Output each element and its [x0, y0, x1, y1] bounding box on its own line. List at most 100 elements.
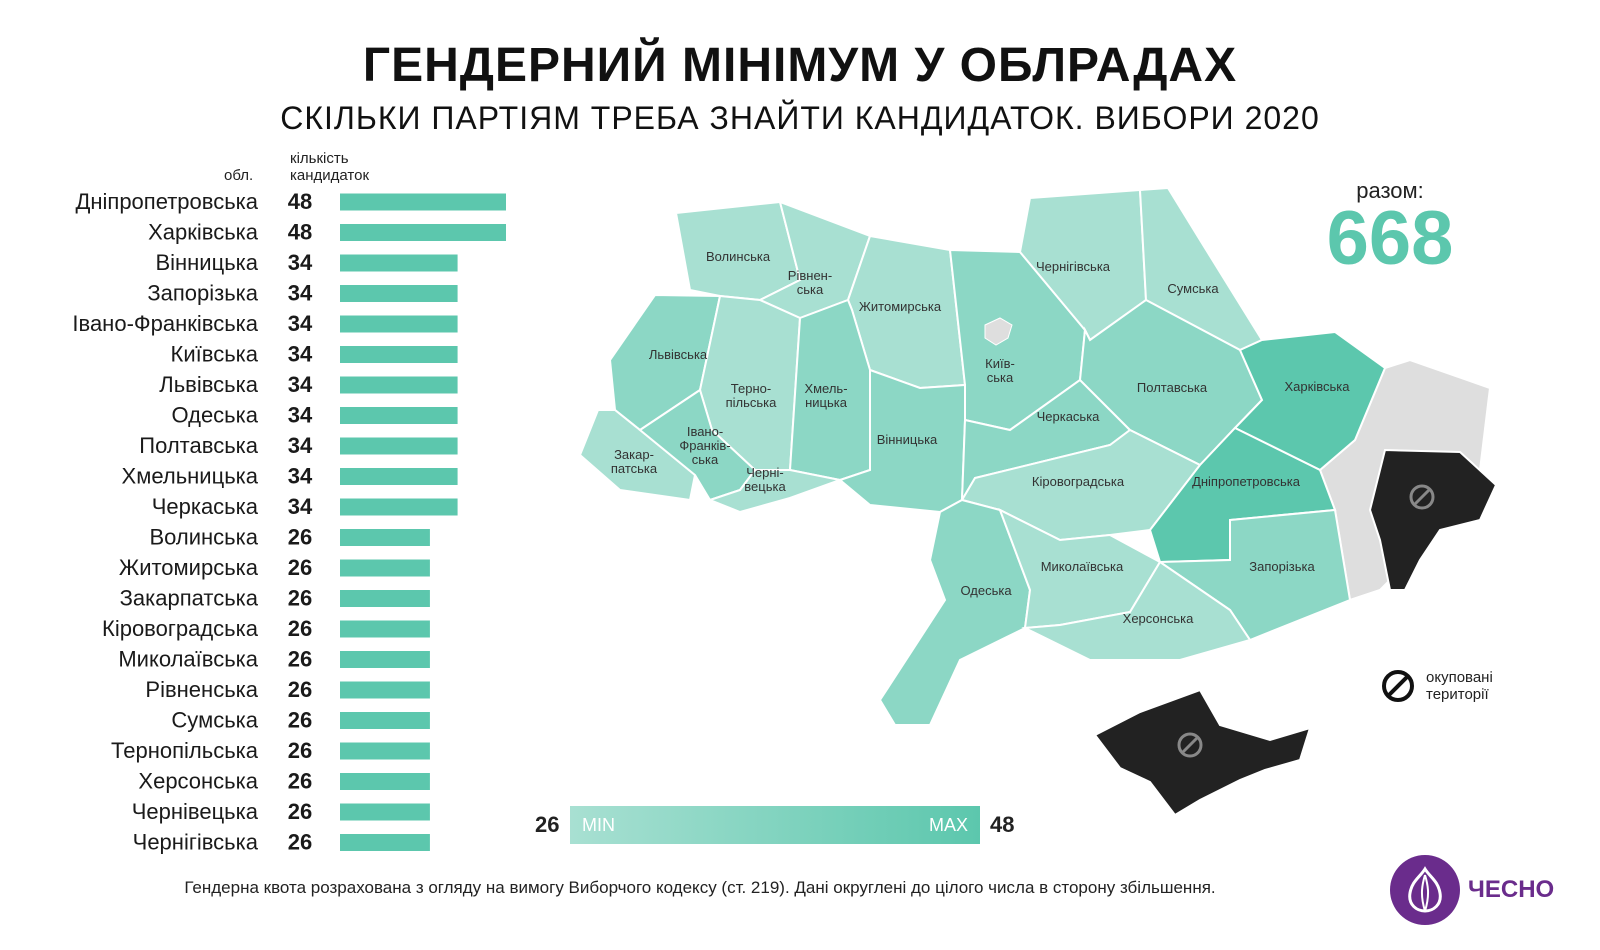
chesno-logo: ЧЕСНО: [1390, 855, 1554, 925]
region-label: Київ-ська: [985, 356, 1015, 385]
value-label: 34: [288, 403, 313, 428]
bar: [340, 407, 458, 424]
scale-max-label: MAX: [928, 815, 968, 835]
column-header-count: кількість кандидаток: [290, 150, 370, 184]
category-label: Чернігівська: [133, 830, 259, 855]
logo-text: ЧЕСНО: [1468, 876, 1555, 903]
logo-garlic-icon: [1390, 855, 1460, 925]
value-label: 26: [288, 799, 312, 824]
scale-min-label: MIN: [582, 815, 615, 835]
value-label: 48: [288, 189, 312, 214]
category-label: Миколаївська: [118, 647, 258, 672]
category-label: Одеська: [171, 403, 258, 428]
bar: [340, 590, 430, 607]
category-label: Полтавська: [139, 433, 258, 458]
category-label: Закарпатська: [120, 586, 259, 611]
value-label: 26: [288, 525, 312, 550]
occupied-legend: окуповані території: [1380, 668, 1493, 704]
bar: [340, 803, 430, 821]
chart-title: ГЕНДЕРНИЙ МІНІМУМ У ОБЛРАДАХ: [362, 39, 1238, 92]
total-value: 668: [1326, 196, 1454, 281]
category-label: Хмельницька: [122, 464, 259, 489]
category-label: Черкаська: [152, 494, 259, 519]
category-label: Волинська: [149, 525, 258, 550]
value-label: 34: [288, 372, 313, 397]
region-chernivetska: [707, 469, 844, 514]
color-scale: MIN MAX: [570, 806, 980, 844]
occupied-crimea: [1093, 688, 1312, 817]
region-label: Одеська: [960, 583, 1012, 598]
category-label: Запорізька: [147, 281, 258, 306]
region-label: Черні-вецька: [744, 465, 786, 494]
region-label: Рівнен-ська: [788, 268, 832, 297]
bar-chart: Дніпропетровська 48 Харківська 48 Вінницька 3…: [72, 189, 506, 855]
category-label: Івано-Франківська: [72, 311, 258, 336]
value-label: 34: [288, 342, 313, 367]
value-label: 26: [288, 586, 312, 611]
category-label: Херсонська: [138, 769, 258, 794]
category-label: Дніпропетровська: [75, 189, 258, 214]
bar: [340, 559, 430, 577]
scale-max-value: 48: [990, 812, 1015, 837]
region-label: Житомирська: [859, 299, 942, 314]
bar: [340, 285, 458, 302]
value-label: 34: [288, 250, 313, 275]
region-label: Харківська: [1285, 379, 1351, 394]
bar: [340, 681, 430, 699]
value-label: 34: [288, 494, 313, 519]
value-label: 26: [288, 738, 312, 763]
occupied-donbas: [1368, 448, 1498, 591]
bar: [340, 773, 430, 790]
category-label: Кіровоградська: [102, 616, 259, 641]
region-label: Волинська: [706, 249, 771, 264]
region-kharkivska: [1233, 330, 1387, 472]
region-odeska: [878, 498, 1032, 726]
bar: [340, 315, 458, 333]
region-label: Кіровоградська: [1032, 474, 1125, 489]
bar: [340, 742, 430, 760]
bar: [340, 376, 458, 394]
column-header-oblast: обл.: [224, 167, 254, 184]
region-label: Вінницька: [877, 432, 938, 447]
bar: [340, 498, 458, 516]
bar: [340, 712, 430, 729]
value-label: 48: [288, 220, 312, 245]
bar: [340, 468, 458, 485]
region-label: Черкаська: [1037, 409, 1101, 424]
region-zakarpatska: [578, 409, 697, 502]
bar: [340, 346, 458, 363]
bar: [340, 193, 506, 211]
category-label: Чернівецька: [132, 799, 259, 824]
region-label: Полтавська: [1137, 380, 1208, 395]
region-khersonska: [1021, 560, 1252, 661]
bar: [340, 529, 430, 546]
region-label: Хмель-ницька: [804, 381, 847, 410]
category-label: Київська: [171, 342, 259, 367]
category-label: Житомирська: [119, 555, 259, 580]
occupied-legend-label: окуповані території: [1426, 669, 1493, 703]
value-label: 26: [288, 555, 312, 580]
category-label: Рівненська: [145, 677, 258, 702]
value-label: 26: [288, 708, 312, 733]
value-label: 26: [288, 616, 312, 641]
region-label: Львівська: [649, 347, 708, 362]
value-label: 34: [288, 311, 313, 336]
region-label: Сумська: [1167, 281, 1219, 296]
region-label: Запорізька: [1249, 559, 1315, 574]
region-label: Чернігівська: [1036, 259, 1111, 274]
region-label: Миколаївська: [1041, 559, 1124, 574]
value-label: 26: [288, 647, 312, 672]
map-regions: [578, 186, 1498, 817]
bar: [340, 834, 430, 851]
kyiv-city: [984, 317, 1013, 346]
value-label: 34: [288, 464, 313, 489]
value-label: 26: [288, 769, 312, 794]
bar: [340, 651, 430, 668]
bar: [340, 254, 458, 272]
chart-subtitle: СКІЛЬКИ ПАРТІЯМ ТРЕБА ЗНАЙТИ КАНДИДАТОК.…: [280, 100, 1320, 136]
value-label: 34: [288, 281, 313, 306]
region-label: Закар-патська: [611, 447, 658, 476]
bar: [340, 437, 458, 455]
category-label: Сумська: [171, 708, 258, 733]
region-label: Дніпропетровська: [1192, 474, 1301, 489]
